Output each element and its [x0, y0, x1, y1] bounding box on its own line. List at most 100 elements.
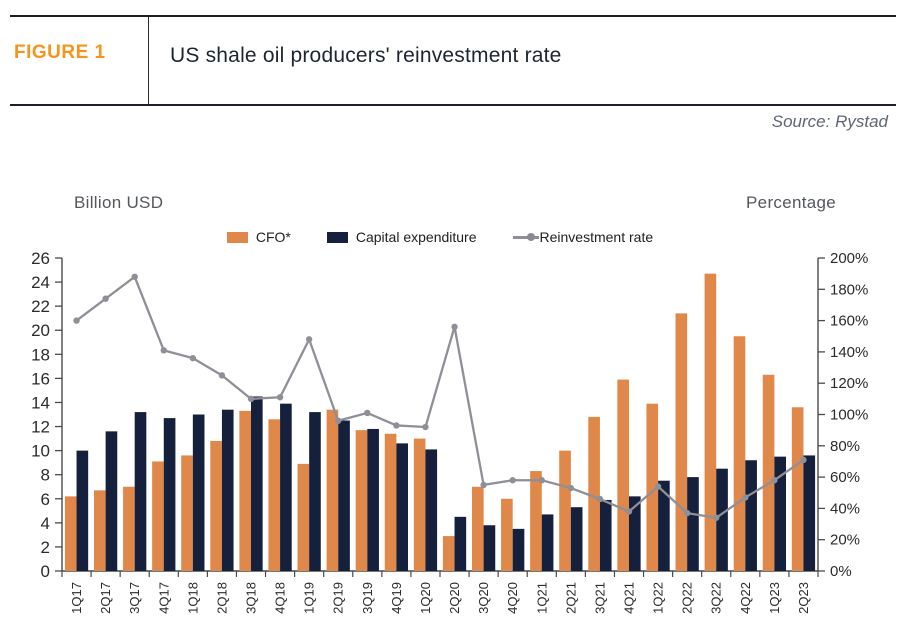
rate-marker — [451, 323, 458, 331]
capex-bar — [76, 450, 89, 571]
right-tick-label: 20% — [830, 532, 860, 549]
header-divider — [148, 17, 149, 104]
right-tick-label: 180% — [830, 281, 868, 298]
rate-marker — [73, 317, 80, 324]
rate-marker — [276, 394, 284, 401]
capex-bar — [483, 525, 496, 571]
legend-item-cfo: CFO* — [226, 229, 291, 245]
legend-label-cfo: CFO* — [255, 229, 291, 245]
left-tick-label: 0 — [41, 562, 50, 581]
x-category-label: 4Q19 — [389, 582, 404, 614]
capex-bar — [105, 431, 118, 571]
rate-marker — [713, 514, 720, 521]
capex-bar — [570, 507, 583, 571]
right-tick-label: 80% — [830, 438, 860, 455]
x-category-label: 1Q18 — [185, 582, 200, 614]
x-category-label: 3Q19 — [360, 582, 375, 614]
x-category-label: 2Q23 — [796, 582, 811, 614]
rate-marker — [102, 295, 109, 302]
figure-title: US shale oil producers' reinvestment rat… — [170, 44, 562, 67]
rate-marker — [800, 456, 807, 464]
x-category-label: 2Q17 — [98, 582, 113, 614]
left-tick-label: 16 — [31, 369, 50, 388]
right-axis-title: Percentage — [746, 193, 836, 212]
x-category-label: 2Q19 — [331, 582, 346, 614]
rate-marker — [509, 477, 516, 484]
rate-marker — [305, 336, 313, 343]
x-category-label: 4Q21 — [622, 582, 637, 614]
capex-bar — [454, 516, 467, 571]
cfo-bar — [93, 490, 106, 571]
rate-marker — [335, 417, 342, 424]
right-tick-label: 140% — [830, 344, 868, 361]
cfo-bar — [733, 336, 746, 571]
rate-marker — [625, 508, 633, 515]
capex-bar — [803, 455, 816, 571]
cfo-bar — [588, 416, 600, 571]
capex-bar — [629, 496, 641, 571]
left-tick-label: 26 — [31, 249, 50, 268]
source-credit: Source: Rystad — [771, 112, 888, 131]
x-category-label: 1Q17 — [69, 582, 84, 614]
chart-legend: CFO* Capital expenditure Reinvestment ra… — [62, 229, 818, 245]
cfo-bar — [646, 403, 659, 571]
capex-bar — [134, 412, 147, 571]
rate-marker — [160, 347, 167, 354]
cfo-bar — [326, 409, 339, 571]
cfo-bar — [297, 463, 310, 571]
cfo-bar — [123, 486, 135, 571]
x-category-label: 1Q22 — [651, 582, 666, 614]
bottom-rule — [10, 104, 896, 106]
cfo-bar — [762, 374, 775, 571]
right-tick-label: 40% — [830, 500, 860, 517]
cfo-bar — [559, 450, 571, 571]
rate-marker — [480, 481, 487, 489]
capex-bar — [512, 528, 525, 571]
cfo-bar — [617, 379, 629, 571]
rate-marker — [364, 409, 371, 417]
left-tick-label: 4 — [41, 514, 50, 533]
x-category-label: 3Q20 — [476, 582, 491, 614]
capex-bar — [221, 409, 234, 571]
capex-bar — [251, 396, 263, 571]
rate-marker — [393, 422, 400, 429]
capex-bar — [599, 499, 612, 571]
capex-bar — [425, 449, 438, 571]
cfo-bar — [181, 455, 193, 571]
rate-marker — [654, 483, 662, 490]
x-category-label: 4Q20 — [505, 582, 520, 614]
capex-bar — [367, 428, 379, 571]
cfo-bar — [64, 496, 77, 571]
top-rule — [10, 15, 896, 17]
capex-bar — [687, 477, 699, 571]
x-category-label: 4Q17 — [156, 582, 171, 614]
rate-marker — [247, 395, 255, 403]
rate-marker — [189, 354, 197, 362]
x-category-label: 4Q18 — [273, 582, 288, 614]
right-tick-label: 0% — [830, 563, 852, 580]
capex-bar — [309, 412, 321, 571]
cfo-bar — [530, 471, 542, 571]
left-tick-label: 18 — [31, 345, 50, 364]
x-category-label: 1Q19 — [302, 582, 317, 614]
right-tick-label: 60% — [830, 469, 860, 486]
x-category-label: 3Q21 — [592, 582, 607, 614]
x-category-label: 2Q22 — [680, 582, 695, 614]
cfo-bar — [268, 419, 281, 571]
left-tick-label: 12 — [31, 418, 50, 437]
left-tick-label: 22 — [31, 297, 50, 316]
legend-item-capex: Capital expenditure — [326, 229, 477, 245]
capex-bar — [745, 460, 757, 571]
capex-bar — [541, 514, 554, 571]
capex-swatch-icon — [326, 231, 348, 243]
left-tick-label: 2 — [41, 538, 50, 557]
left-tick-label: 24 — [31, 273, 50, 292]
figure-label: FIGURE 1 — [14, 42, 106, 63]
rate-marker — [567, 484, 575, 492]
x-category-label: 2Q18 — [214, 582, 229, 614]
capex-bar — [163, 418, 176, 571]
legend-item-rate: Reinvestment rate — [512, 229, 653, 245]
left-tick-label: 20 — [31, 321, 50, 340]
rate-line-icon — [512, 233, 539, 241]
